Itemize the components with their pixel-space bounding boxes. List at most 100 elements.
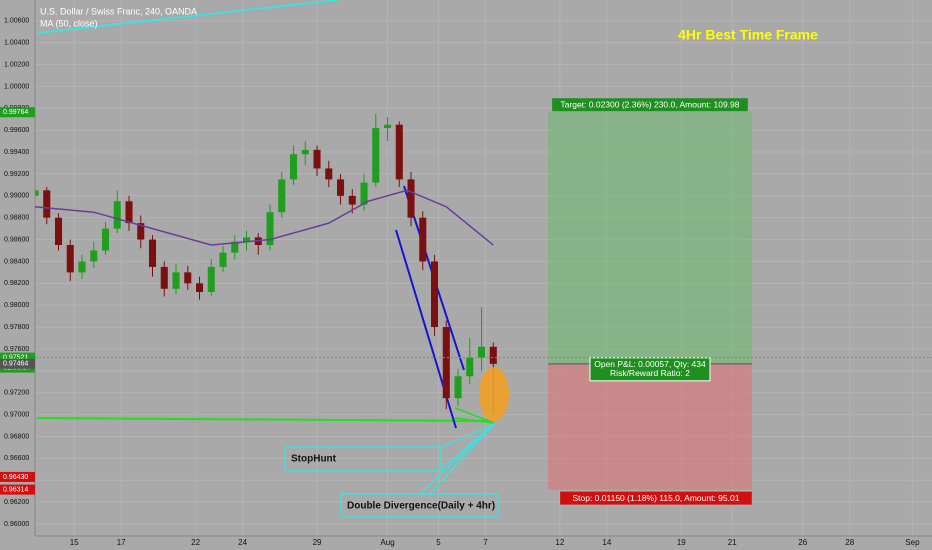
candle-body [78,261,86,273]
callout-box [284,446,442,472]
candle-body [442,327,450,399]
candle-body [372,127,380,183]
candle-body [195,283,204,293]
y-tick-label: 0.98000 [4,302,29,309]
x-tick-label: 7 [483,538,488,547]
candle-body [137,223,145,240]
entry-label: Risk/Reward Ratio: 2 [610,368,690,378]
x-tick-label: 28 [845,538,854,547]
axis-labels: 0.960000.962000.964000.966000.968000.970… [0,18,920,547]
candle-body [66,245,74,273]
price-label: 0.97521 [3,354,28,361]
callout-pointer [419,423,495,495]
x-tick-label: 5 [436,538,441,547]
highlight-ellipse [479,367,509,421]
divergence-line [454,407,495,424]
candle-body [160,266,168,289]
target-label: Target: 0.02300 (2.36%) 230.0, Amount: 1… [560,99,739,109]
y-tick-label: 0.97200 [4,390,29,397]
x-tick-label: 24 [238,538,247,547]
y-tick-label: 0.98200 [4,280,29,287]
candle-body [313,149,321,169]
price-label-box [0,352,35,363]
y-tick-label: 1.00400 [4,40,29,47]
candle-body [360,182,368,205]
stop-zone [548,363,752,490]
y-tick-label: 0.98400 [4,258,29,265]
x-tick-label: 14 [602,538,611,547]
x-tick-label: 21 [728,538,737,547]
candles [31,113,497,415]
candle-body [489,346,497,364]
y-tick-label: 0.99400 [4,149,29,156]
price-label-box [0,484,35,495]
y-tick-label: 0.98800 [4,215,29,222]
price-axis [0,0,35,536]
candle-body [431,261,439,328]
y-tick-label: 0.96600 [4,455,29,462]
label-box [552,98,748,112]
candle-body [466,357,474,377]
price-label: 0.97464 [3,361,28,368]
y-tick-label: 0.97800 [4,324,29,331]
candle-body [219,252,227,267]
support-line [36,417,491,422]
price-label: 0.99764 [3,109,28,116]
label-box [589,357,711,382]
target-zone [548,112,752,364]
annotation: 4Hr Best Time Frame [678,27,818,43]
candle-body [207,266,215,293]
y-tick-label: 1.00200 [4,61,29,68]
candle-body [278,179,286,213]
y-tick-label: 0.97000 [4,411,29,418]
callout-text: Double Divergence(Daily + 4hr) [347,501,495,512]
x-tick-label: 12 [555,538,564,547]
candle-body [184,272,192,284]
price-label-box [0,107,35,118]
x-tick-label: Aug [380,538,394,547]
stop-label: Stop: 0.01150 (1.18%) 115.0, Amount: 95.… [572,493,739,503]
callout-text: StopHunt [291,454,337,465]
candle-body [148,239,157,267]
candle-body [242,237,251,242]
candle-body [289,154,298,180]
candle-body [90,250,98,262]
candle-body [125,201,133,224]
candle-body [454,376,462,399]
candle-body [325,168,333,180]
candle-body [384,124,392,128]
label-box [560,491,752,505]
price-label: 0.96314 [3,486,28,493]
candle-body [54,217,63,246]
x-tick-label: Sep [905,538,920,547]
price-label-box [0,471,35,482]
y-tick-label: 0.96000 [4,521,29,528]
price-label-box [0,358,35,369]
candle-body [231,241,239,253]
x-tick-label: 19 [677,538,686,547]
price-label: 0.96430 [3,474,28,481]
y-tick-label: 0.99000 [4,193,29,200]
candle-body [113,201,121,229]
x-tick-label: 17 [117,538,126,547]
x-tick-label: 29 [313,538,322,547]
indicator-label: MA (50, close) [40,18,98,28]
trend-line [36,0,339,34]
candle-body [337,179,345,196]
candle-body [172,272,180,289]
position-tool: Target: 0.02300 (2.36%) 230.0, Amount: 1… [548,98,752,505]
candle-body [407,179,415,218]
entry-label: Open P&L: 0.00057, Qty: 434 [594,359,706,369]
x-tick-label: 26 [798,538,807,547]
candle-body [301,149,309,155]
candle-body [395,124,403,180]
callout-box [340,493,499,518]
y-tick-label: 0.99600 [4,127,29,134]
x-tick-label: 22 [191,538,200,547]
candle-body [43,190,51,218]
x-tick-label: 15 [70,538,79,547]
y-tick-label: 1.00000 [4,83,29,90]
